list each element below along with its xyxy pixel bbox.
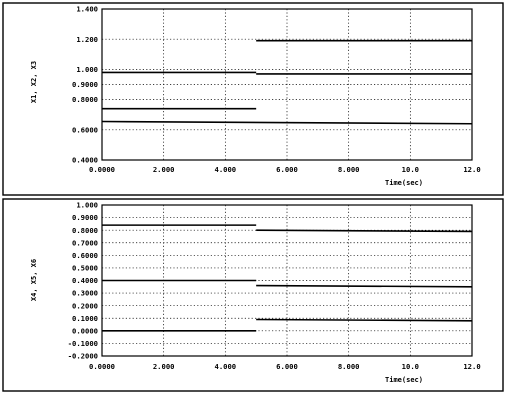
y-tick-label: 1.000 xyxy=(76,201,98,210)
top-chart: 0.4000 0.6000 0.8000 0.9000 1.000 1.200 1.400 0… xyxy=(30,5,481,187)
x-tick-label: 12.0 xyxy=(463,165,480,174)
y-axis-label: X4, X5, X6 xyxy=(30,259,38,301)
y-tick-label: 0.1000 xyxy=(72,314,98,323)
x-tick-label: 10.0 xyxy=(402,165,419,174)
y-tick-label: -0.1000 xyxy=(68,339,98,348)
y-axis-label: X1, X2, X3 xyxy=(30,61,38,103)
x-axis-label: Time(sec) xyxy=(385,376,423,384)
x-tick-label: 4.000 xyxy=(215,362,237,371)
y-tick-label: 0.6000 xyxy=(72,125,98,134)
y-tick-label: 0.7000 xyxy=(72,238,98,247)
y-tick-label: -0.2000 xyxy=(68,352,98,361)
y-tick-label: 0.5000 xyxy=(72,264,98,273)
y-tick-label: 1.400 xyxy=(76,5,98,14)
x-tick-label: 8.000 xyxy=(338,165,360,174)
y-tick-label: 0.8000 xyxy=(72,226,98,235)
y-tick-label: 0.3000 xyxy=(72,289,98,298)
bottom-chart: -0.2000 -0.1000 0.0000 0.1000 0.2000 0.3000 0.… xyxy=(30,201,481,384)
x-tick-label: 4.000 xyxy=(215,165,237,174)
y-tick-label: 0.0000 xyxy=(72,326,98,335)
x-axis-label: Time(sec) xyxy=(385,179,423,187)
x-tick-label: 12.0 xyxy=(463,362,480,371)
series-2-segment xyxy=(256,284,473,288)
y-tick-label: 0.9000 xyxy=(72,213,98,222)
x-tick-label: 0.0000 xyxy=(89,165,115,174)
y-tick-label: 0.6000 xyxy=(72,251,98,260)
y-tick-label: 0.2000 xyxy=(72,301,98,310)
y-tick-label: 1.000 xyxy=(76,65,98,74)
y-tick-label: 0.4000 xyxy=(72,276,98,285)
x-tick-label: 2.000 xyxy=(153,165,175,174)
series-3-segment xyxy=(101,120,473,125)
x-tick-label: 8.000 xyxy=(338,362,360,371)
x-tick-label: 2.000 xyxy=(153,362,175,371)
y-tick-label: 0.4000 xyxy=(72,156,98,165)
y-tick-label: 0.8000 xyxy=(72,95,98,104)
x-tick-label: 6.000 xyxy=(276,165,298,174)
y-tick-label: 1.200 xyxy=(76,35,98,44)
series-3-segment xyxy=(256,318,473,322)
x-tick-label: 0.0000 xyxy=(89,362,115,371)
x-tick-label: 10.0 xyxy=(402,362,419,371)
x-tick-label: 6.000 xyxy=(276,362,298,371)
y-tick-label: 0.9000 xyxy=(72,80,98,89)
series-1-segment xyxy=(256,229,473,233)
